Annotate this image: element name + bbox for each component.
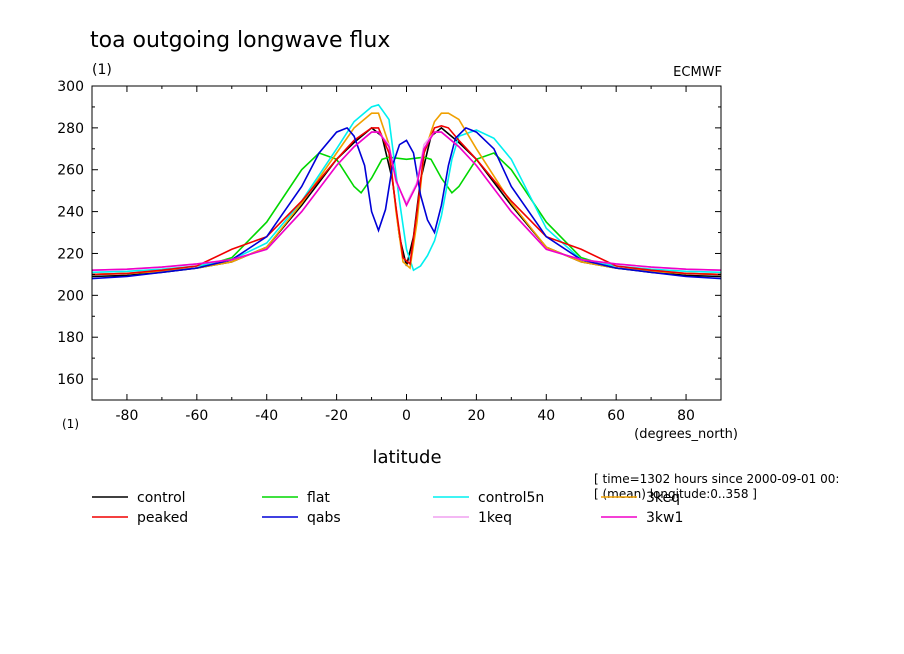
series-line-qabs <box>92 126 721 280</box>
x-tick-label: 80 <box>677 408 695 424</box>
x-tick-label: -80 <box>116 408 139 424</box>
x-tick-label: 60 <box>607 408 625 424</box>
x-units-label: (degrees_north) <box>634 427 738 442</box>
series-line-flat <box>92 152 721 276</box>
x-tick-label: -40 <box>255 408 278 424</box>
y-tick-label: 200 <box>57 288 84 304</box>
plot-frame <box>91 85 722 401</box>
x-tick-label: 20 <box>467 408 485 424</box>
series-line-control5n <box>92 103 721 274</box>
x-axis-label: latitude <box>372 447 441 468</box>
x-tick-label: 0 <box>402 408 411 424</box>
x-tick-label: -60 <box>185 408 208 424</box>
legend-item-1keq: 1keq <box>433 510 512 526</box>
y-tick-label: 280 <box>57 121 84 137</box>
legend-item-3kw1: 3kw1 <box>601 510 683 526</box>
legend-label: 3kw1 <box>646 510 683 526</box>
y-units-label: (1) <box>62 417 79 431</box>
source-label: ECMWF <box>673 65 722 80</box>
legend-label: peaked <box>137 510 188 526</box>
y-tick-label: 160 <box>57 372 84 388</box>
x-tick-label: 40 <box>537 408 555 424</box>
y-tick-label: 180 <box>57 330 84 346</box>
legend-label: 1keq <box>478 510 512 526</box>
legend-label: flat <box>307 490 330 506</box>
info-time: [ time=1302 hours since 2000-09-01 00: <box>594 472 839 486</box>
legend-item-flat: flat <box>262 490 330 506</box>
chart-units: (1) <box>92 62 112 78</box>
legend: control flat control5n 3keq peaked qabs 1keq 3k… <box>92 490 683 526</box>
legend-item-qabs: qabs <box>262 510 341 526</box>
legend-item-3keq: 3keq <box>601 490 680 506</box>
series-line-3kw1 <box>92 131 721 271</box>
legend-label: control5n <box>478 490 544 506</box>
y-tick-label: 260 <box>57 163 84 179</box>
series-line-peaked <box>92 124 721 276</box>
y-tick-label: 220 <box>57 246 84 262</box>
legend-label: qabs <box>307 510 341 526</box>
legend-label: control <box>137 490 186 506</box>
series-lines <box>92 103 721 280</box>
x-tick-label: -20 <box>325 408 348 424</box>
chart-title: toa outgoing longwave flux <box>90 28 390 53</box>
legend-item-peaked: peaked <box>92 510 188 526</box>
legend-item-control: control <box>92 490 186 506</box>
legend-item-control5n: control5n <box>433 490 544 506</box>
y-tick-label: 240 <box>57 205 84 221</box>
plot-area: -80 -60 -40 -20 0 20 40 60 80 160 180 200 220 240 260 2… <box>57 79 722 424</box>
y-tick-label: 300 <box>57 79 84 95</box>
legend-label: 3keq <box>646 490 680 506</box>
